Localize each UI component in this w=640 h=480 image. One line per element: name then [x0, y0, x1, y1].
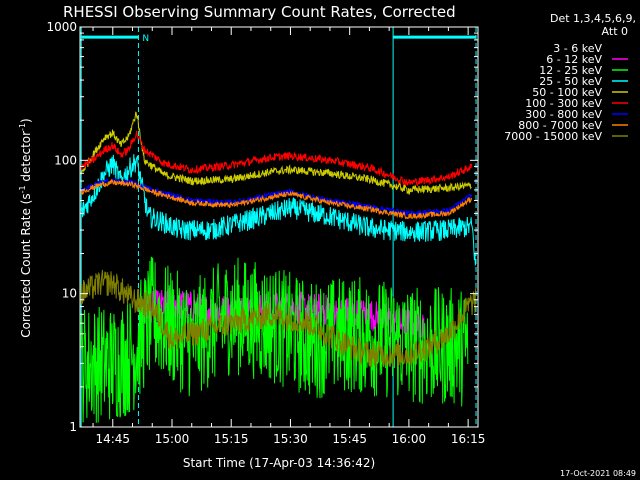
y-axis-label: Corrected Count Rate (s-1 detector-1)	[18, 118, 33, 337]
x-axis-label: Start Time (17-Apr-03 14:36:42)	[183, 456, 375, 470]
plot-frame	[79, 26, 479, 428]
x-tick-label: 14:45	[95, 432, 130, 446]
series-line-8	[80, 269, 477, 368]
series-line-5	[80, 130, 473, 187]
legend-header-attenuator: Att 0	[602, 25, 628, 38]
x-tick-label: 15:15	[214, 432, 249, 446]
series-line-3	[80, 154, 477, 266]
legend-label-2: 12 - 25 keV	[539, 64, 602, 77]
legend-label-5: 100 - 300 keV	[525, 97, 602, 110]
y-tick-label: 1000	[46, 20, 77, 34]
chart-title: RHESSI Observing Summary Count Rates, Co…	[63, 3, 456, 21]
x-axis: 14:45 15:00 15:15 15:30 15:45 16:00 16:15	[92, 27, 486, 446]
x-tick-label: 16:00	[392, 432, 427, 446]
y-tick-label: 1	[69, 420, 77, 434]
y-axis-label-part-1: Corrected Count Rate (s	[19, 193, 33, 337]
series-line-4	[80, 111, 472, 196]
y-axis: 1 10 100 1000	[46, 20, 478, 434]
legend-label-8: 7000 - 15000 keV	[504, 130, 602, 143]
y-axis-label-part-3: )	[19, 118, 33, 123]
legend-label-0: 3 - 6 keV	[553, 42, 602, 55]
y-axis-label-superscript-1: -1	[18, 185, 27, 193]
footer-timestamp: 17-Oct-2021 08:49	[560, 469, 636, 478]
x-tick-label: 15:00	[155, 432, 190, 446]
legend-label-6: 300 - 800 keV	[525, 108, 602, 121]
series-line-2	[80, 256, 469, 423]
flag-bar-label: N	[142, 34, 149, 44]
y-tick-label: 100	[54, 153, 77, 167]
y-axis-label-superscript-2: -1	[18, 123, 27, 131]
x-tick-label: 15:45	[332, 432, 367, 446]
legend-label-1: 6 - 12 keV	[546, 53, 602, 66]
x-tick-label: 16:15	[451, 432, 486, 446]
legend-label-3: 25 - 50 keV	[539, 75, 602, 88]
y-axis-label-part-2: detector	[19, 131, 33, 186]
plot-area: N	[80, 27, 477, 428]
y-tick-label: 10	[62, 287, 77, 301]
legend-label-4: 50 - 100 keV	[532, 86, 602, 99]
legend-label-7: 800 - 7000 keV	[518, 119, 602, 132]
legend-header: Det 1,3,4,5,6,9,	[550, 12, 636, 25]
x-tick-label: 15:30	[273, 432, 308, 446]
series-line-7	[80, 178, 473, 220]
